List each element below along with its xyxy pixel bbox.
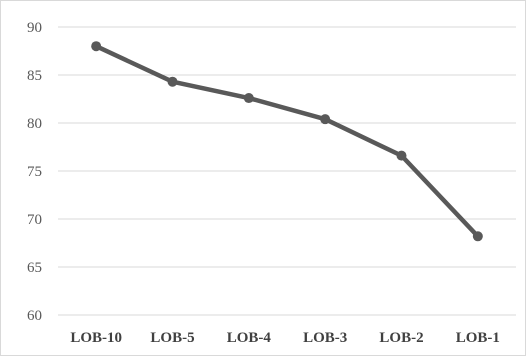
y-tick-label: 75 <box>27 164 42 180</box>
series-line <box>93 43 481 239</box>
x-category-label: LOB-1 <box>456 330 500 346</box>
y-tick-label: 70 <box>27 212 42 228</box>
series-line-group <box>93 43 481 239</box>
data-point <box>472 231 483 242</box>
data-point <box>167 76 178 87</box>
series-markers <box>91 41 483 242</box>
data-point <box>243 93 254 104</box>
x-category-label: LOB-10 <box>70 330 122 346</box>
gridlines <box>58 26 516 316</box>
y-tick-label: 60 <box>27 308 42 324</box>
y-tick-label: 90 <box>27 20 42 36</box>
data-point <box>396 150 407 161</box>
y-axis-tick-labels: 60 65 70 75 80 85 90 <box>27 20 42 324</box>
x-category-label: LOB-2 <box>379 330 423 346</box>
y-tick-label: 80 <box>27 116 42 132</box>
x-category-label: LOB-3 <box>303 330 347 346</box>
x-category-label: LOB-5 <box>150 330 194 346</box>
y-tick-label: 85 <box>27 68 42 84</box>
data-point <box>320 114 331 125</box>
data-point <box>91 41 102 52</box>
x-category-label: LOB-4 <box>227 330 272 346</box>
x-axis-category-labels: LOB-10 LOB-5 LOB-4 LOB-3 LOB-2 LOB-1 <box>70 330 500 346</box>
y-tick-label: 65 <box>27 260 42 276</box>
